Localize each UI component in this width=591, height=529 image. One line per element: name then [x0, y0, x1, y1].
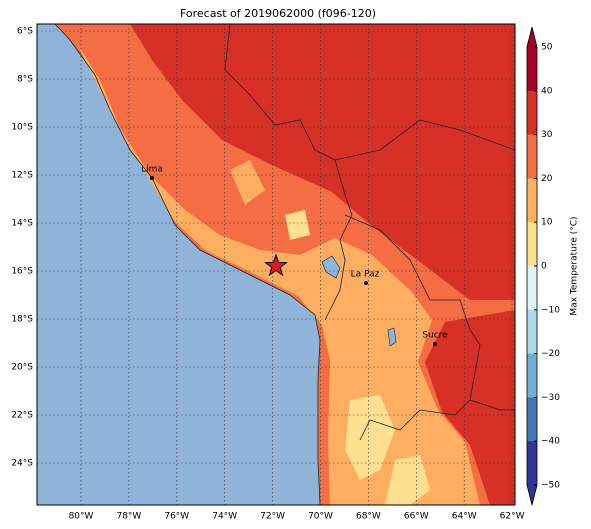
colorbar-segment [527, 134, 537, 179]
star-marker[interactable] [264, 253, 288, 277]
lon-label: 64°W [452, 512, 477, 522]
colorbar-segment [527, 222, 537, 267]
lon-label: 62°W [500, 512, 525, 522]
border [469, 399, 515, 411]
lat-label: 16°S [11, 267, 33, 277]
lat-label: 6°S [17, 27, 33, 37]
lon-label: 72°W [260, 512, 285, 522]
temp-band-20 [75, 40, 480, 505]
colorbar-segment [527, 397, 537, 442]
colorbar-extend [527, 485, 537, 505]
colorbar-extend [527, 27, 537, 47]
city-dot [433, 342, 437, 346]
colorbar-tick-label: 10 [541, 218, 553, 228]
lon-label: 80°W [69, 512, 94, 522]
colorbar-segment [527, 178, 537, 223]
colorbar-tick-label: 20 [541, 174, 553, 184]
colorbar-tick-label: 30 [541, 130, 553, 140]
lat-label: 8°S [17, 75, 33, 85]
temp-band-10 [345, 395, 395, 480]
temp-band-30 [130, 24, 515, 300]
city-label: Lima [141, 165, 163, 175]
temp-band-10 [385, 455, 430, 505]
colorbar-tick-label: −50 [541, 481, 560, 491]
map-frame [36, 23, 516, 506]
graticule [37, 24, 515, 505]
lon-label: 76°W [164, 512, 189, 522]
lake-titicaca [321, 255, 341, 279]
lat-label: 12°S [11, 171, 33, 181]
temp-band-10 [285, 210, 310, 240]
city-dot [364, 281, 368, 285]
lon-label: 68°W [356, 512, 381, 522]
lat-label: 14°S [11, 219, 33, 229]
lat-label: 18°S [11, 315, 33, 325]
colorbar-tick-label: 40 [541, 86, 553, 96]
lon-label: 66°W [404, 512, 429, 522]
border [334, 119, 516, 161]
lon-label: 70°W [308, 512, 333, 522]
colorbar-tick-label: 0 [541, 262, 547, 272]
map: Lima La Paz Sucre [36, 23, 516, 506]
lon-label: 74°W [212, 512, 237, 522]
coastline [54, 23, 321, 506]
colorbar-label: Max Temperature (°C) [570, 216, 580, 315]
temp-band-30 [425, 310, 515, 505]
lon-label: 78°W [116, 512, 141, 522]
lat-label: 20°S [11, 363, 33, 373]
temp-band-20 [230, 160, 265, 205]
border [344, 214, 481, 441]
city-label: Sucre [422, 331, 448, 341]
city-label: La Paz [351, 270, 380, 280]
colorbar-tick-label: −10 [541, 305, 560, 315]
colorbar-tick-label: −40 [541, 437, 560, 447]
colorbar-tick-label: 50 [541, 43, 553, 53]
title: Forecast of 2019062000 (f096-120) [180, 7, 376, 20]
city-dot [150, 176, 154, 180]
lake [387, 327, 397, 347]
colorbar-segment [527, 266, 537, 311]
colorbar-segment [527, 90, 537, 136]
lat-label: 10°S [11, 123, 33, 133]
colorbar-segment [527, 47, 537, 92]
border [224, 23, 353, 321]
colorbar-segment [527, 441, 537, 486]
colorbar-segment [527, 353, 537, 398]
colorbar-tick-label: −30 [541, 393, 560, 403]
lat-label: 22°S [11, 411, 33, 421]
lat-label: 24°S [11, 459, 33, 469]
colorbar-tick-label: −20 [541, 349, 560, 359]
colorbar [526, 26, 538, 506]
colorbar-segment [527, 309, 537, 355]
